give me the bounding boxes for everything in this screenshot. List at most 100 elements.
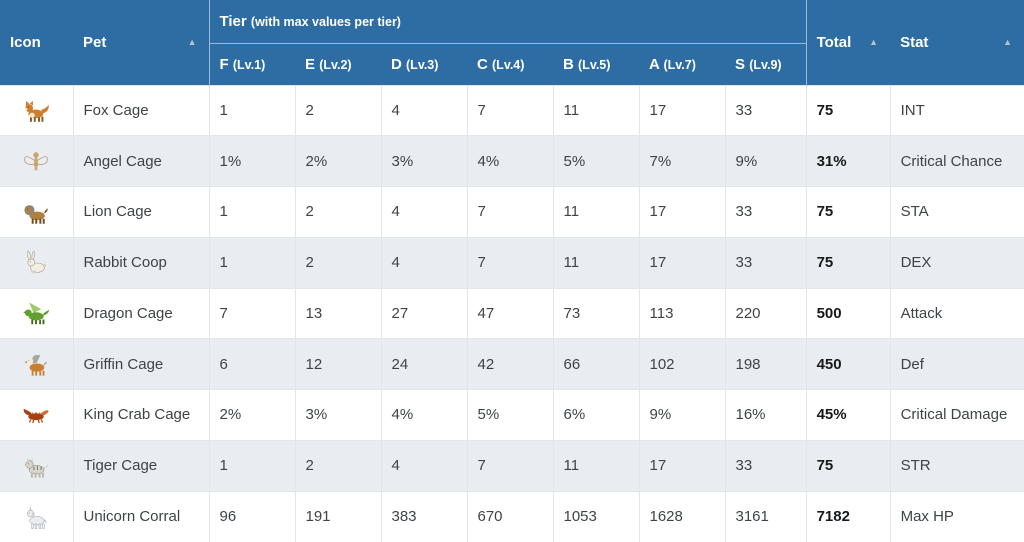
pet-icon-cell [0,490,74,542]
tier-value-cell: 4 [381,439,468,492]
tier-group-title: Tier [219,12,247,30]
tier-value-cell: 670 [467,490,554,542]
stat-name-cell: INT [890,84,1024,136]
stat-name-cell: Critical Damage [890,389,1024,441]
rabbit-icon [0,248,72,278]
tier-value-cell: 17 [639,84,726,136]
column-header-total[interactable]: Total ▲ [805,0,891,85]
tier-value-cell: 96 [209,490,296,542]
tier-value-cell: 42 [467,338,554,390]
tier-value-cell: 7 [209,287,296,339]
table-row: Rabbit Coop 1 2 4 7 11 17 33 75 DEX [0,236,1024,289]
tier-value-cell: 3161 [725,490,807,542]
icon-column-label: Icon [10,33,41,51]
tier-column-header-a: A (Lv.7) [639,43,725,85]
sort-ascending-icon: ▲ [187,36,197,47]
lion-icon [0,197,72,227]
tier-value-cell: 3% [295,389,382,441]
tier-value-cell: 6 [209,338,296,390]
tier-value-cell: 113 [639,287,726,339]
tier-value-cell: 383 [381,490,468,542]
tier-value-cell: 11 [553,84,640,136]
tier-value-cell: 7% [639,135,726,187]
pet-icon-cell [0,439,74,492]
pet-icon-cell [0,186,74,238]
tier-value-cell: 7 [467,439,554,492]
tier-value-cell: 2 [295,439,382,492]
total-value-cell: 45% [806,389,891,441]
total-value-cell: 450 [806,338,891,390]
angel-icon [0,146,72,176]
total-value-cell: 7182 [806,490,891,542]
tier-value-cell: 4 [381,84,468,136]
total-column-label: Total [816,33,852,51]
column-header-pet[interactable]: Pet ▲ [73,0,209,85]
total-value-cell: 31% [806,135,891,187]
total-value-cell: 75 [806,236,891,289]
tier-value-cell: 7 [467,186,554,238]
tier-value-cell: 33 [725,186,807,238]
tier-value-cell: 1 [209,439,296,492]
pet-name-cell: Dragon Cage [73,287,210,339]
table-row: Angel Cage 1% 2% 3% 4% 5% 7% 9% 31% Critical Ch… [0,135,1024,187]
pet-name-cell: Unicorn Corral [73,490,210,542]
griffin-icon [0,349,72,379]
pet-name-cell: Lion Cage [73,186,210,238]
tier-value-cell: 24 [381,338,468,390]
column-header-tier-group: Tier (with max values per tier) [208,0,807,44]
sort-ascending-icon: ▲ [869,36,879,47]
tier-value-cell: 2% [295,135,382,187]
tier-value-cell: 4 [381,186,468,238]
sort-ascending-icon: ▲ [1003,36,1013,47]
pet-icon-cell [0,338,74,390]
tier-value-cell: 5% [553,135,640,187]
tier-value-cell: 7 [467,84,554,136]
tier-value-cell: 17 [639,236,726,289]
tier-column-header-b: B (Lv.5) [553,43,639,85]
tier-value-cell: 33 [725,439,807,492]
tier-value-cell: 1 [209,236,296,289]
tier-value-cell: 33 [725,84,807,136]
tier-value-cell: 4 [381,236,468,289]
tier-value-cell: 12 [295,338,382,390]
tier-value-cell: 7 [467,236,554,289]
pet-name-cell: Tiger Cage [73,439,210,492]
tier-value-cell: 4% [381,389,468,441]
stat-column-label: Stat [900,33,929,51]
tier-value-cell: 4% [467,135,554,187]
pet-name-cell: King Crab Cage [73,389,210,441]
fox-icon [0,95,72,125]
dragon-icon [0,298,72,328]
column-header-icon: Icon [0,0,73,85]
tier-value-cell: 198 [725,338,807,390]
stat-name-cell: Critical Chance [890,135,1024,187]
table-row: Fox Cage 1 2 4 7 11 17 33 75 INT [0,84,1024,136]
pet-name-cell: Fox Cage [73,84,210,136]
tier-value-cell: 2 [295,186,382,238]
pet-icon-cell [0,389,74,441]
tier-value-cell: 191 [295,490,382,542]
pet-icon-cell [0,287,74,339]
tier-column-header-f: F (Lv.1) [208,43,295,85]
tier-value-cell: 13 [295,287,382,339]
table-row: Unicorn Corral 96 191 383 670 1053 1628 3161 71… [0,490,1024,542]
tier-column-header-s: S (Lv.9) [725,43,807,85]
total-value-cell: 75 [806,186,891,238]
tier-column-header-d: D (Lv.3) [381,43,467,85]
tier-value-cell: 47 [467,287,554,339]
tier-value-cell: 66 [553,338,640,390]
tier-value-cell: 27 [381,287,468,339]
tier-value-cell: 2% [209,389,296,441]
tier-value-cell: 2 [295,236,382,289]
stat-name-cell: Attack [890,287,1024,339]
pet-icon-cell [0,84,74,136]
tier-value-cell: 17 [639,186,726,238]
total-value-cell: 75 [806,84,891,136]
total-value-cell: 75 [806,439,891,492]
tier-value-cell: 2 [295,84,382,136]
tier-value-cell: 5% [467,389,554,441]
tier-value-cell: 1 [209,84,296,136]
tier-value-cell: 9% [639,389,726,441]
stat-name-cell: Max HP [890,490,1024,542]
column-header-stat[interactable]: Stat ▲ [890,0,1024,85]
